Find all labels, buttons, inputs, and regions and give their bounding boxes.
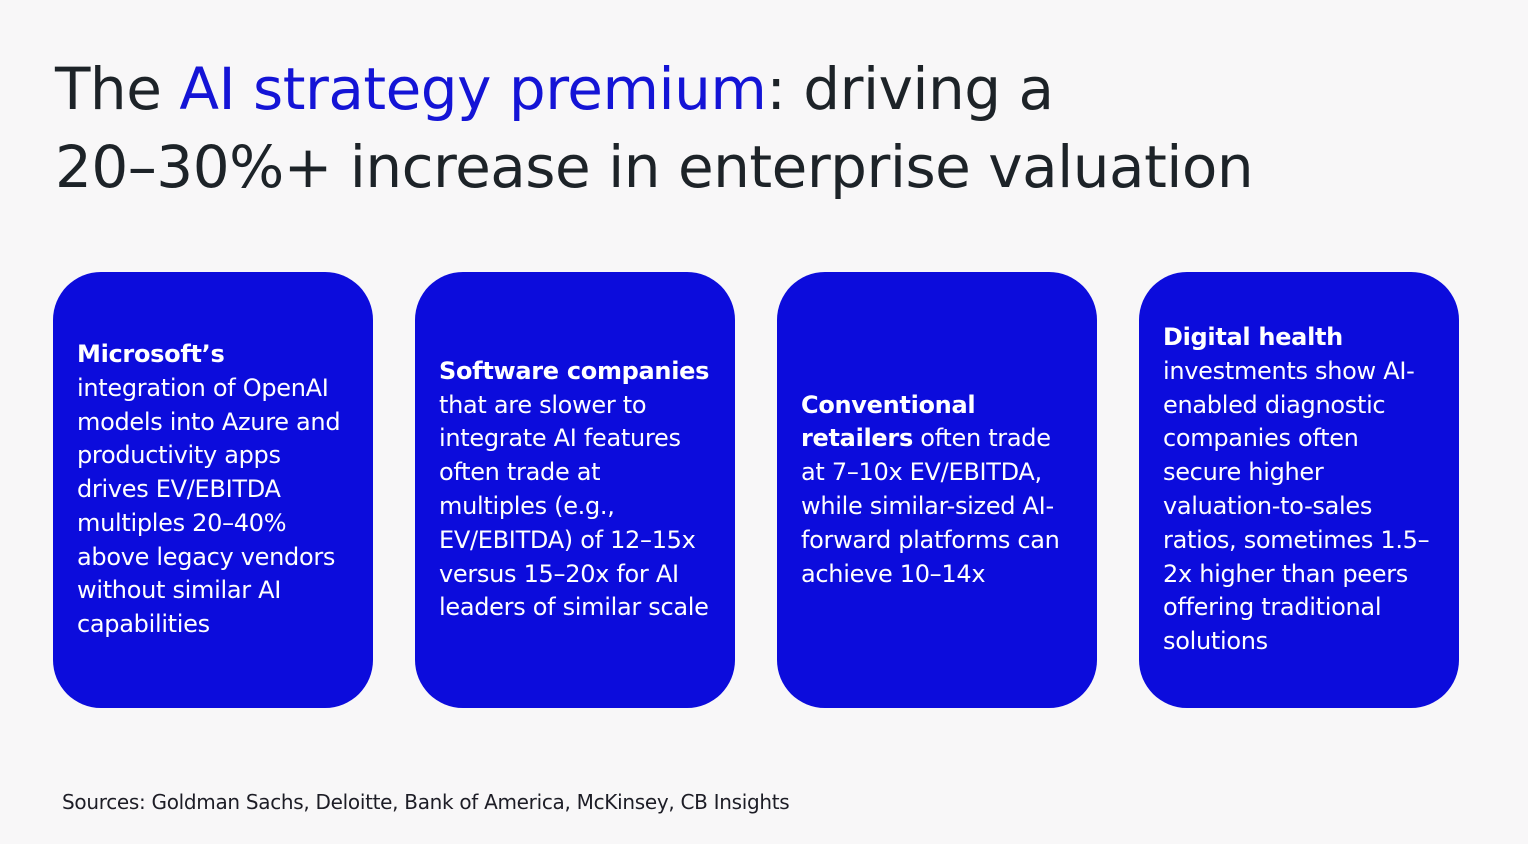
card-digital-health: Digital health investments show AI-enabl… [1139,272,1459,708]
card-microsoft: Microsoft’s integration of OpenAI models… [53,272,373,708]
card-software-highlight: Software companies [439,356,710,385]
card-software-text: Software companies that are slower to in… [439,355,713,625]
card-microsoft-highlight: Microsoft’s [77,339,225,368]
card-digital-health-highlight: Digital health [1163,323,1343,352]
card-retailers: Conventional retailers often trade at 7–… [777,272,1097,708]
card-retailers-text: Conventional retailers often trade at 7–… [801,389,1075,592]
card-microsoft-body: integration of OpenAI models into Azure … [77,373,341,639]
card-software-body: that are slower to integrate AI features… [439,390,709,622]
card-row: Microsoft’s integration of OpenAI models… [53,272,1459,708]
card-digital-health-text: Digital health investments show AI-enabl… [1163,321,1437,659]
title-prefix: The [55,55,180,123]
title-accent: AI strategy premium [179,55,767,123]
card-software: Software companies that are slower to in… [415,272,735,708]
card-microsoft-text: Microsoft’s integration of OpenAI models… [77,338,351,642]
sources-footnote: Sources: Goldman Sachs, Deloitte, Bank o… [62,790,790,814]
card-retailers-highlight: Conventional retailers [801,390,976,453]
slide-title: The AI strategy premium: driving a 20–30%… [55,50,1455,206]
card-retailers-body: often trade at 7–10x EV/EBITDA, while si… [801,424,1060,588]
card-digital-health-body: investments show AI-enabled diagnostic c… [1163,356,1430,656]
title-line-2: 20–30%+ increase in enterprise valuation [55,133,1254,201]
title-suffix: : driving a [766,55,1054,123]
